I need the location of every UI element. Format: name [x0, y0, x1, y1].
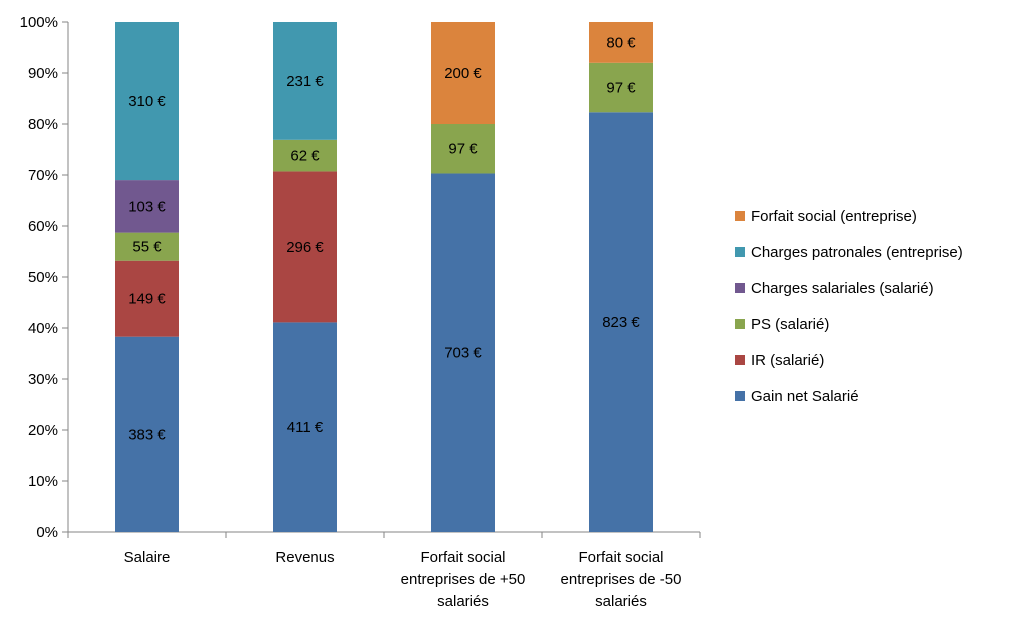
legend-label: Forfait social (entreprise) — [751, 208, 917, 225]
x-category-label: salariés — [437, 593, 489, 610]
data-label: 62 € — [290, 148, 320, 165]
bars-layer — [115, 22, 653, 533]
data-label: 97 € — [606, 80, 636, 97]
y-tick-label: 20% — [28, 422, 58, 439]
y-tick-label: 40% — [28, 320, 58, 337]
labels-layer: 383 € 149 € 55 € 103 € 310 € 411 € 296 € 62 € 23… — [128, 34, 640, 443]
legend-item: Charges salariales (salarié) — [735, 280, 934, 297]
legend-swatch — [735, 319, 745, 329]
data-label: 97 € — [448, 141, 478, 158]
legend-item: Forfait social (entreprise) — [735, 208, 917, 225]
legend-item: IR (salarié) — [735, 352, 824, 369]
x-category-label: Forfait social — [578, 549, 663, 566]
data-label: 411 € — [287, 419, 324, 436]
bar-segment — [115, 260, 179, 337]
data-label: 80 € — [606, 34, 636, 51]
x-category-label: entreprises de +50 — [401, 571, 526, 588]
legend-label: Charges patronales (entreprise) — [751, 244, 963, 261]
y-tick-label: 80% — [28, 116, 58, 133]
x-category-label: Revenus — [275, 549, 334, 566]
x-category-label: entreprises de -50 — [561, 571, 682, 588]
bar-segment — [115, 232, 179, 261]
bar-segment — [273, 22, 337, 140]
legend-swatch — [735, 247, 745, 257]
data-label: 103 € — [128, 198, 166, 215]
y-tick-label: 10% — [28, 473, 58, 490]
bar-segment — [115, 22, 179, 181]
legend-label: IR (salarié) — [751, 352, 824, 369]
legend: Forfait social (entreprise) Charges patro… — [735, 208, 963, 405]
bar-segment — [273, 139, 337, 172]
data-label: 200 € — [444, 65, 482, 82]
data-label: 149 € — [128, 291, 166, 308]
x-category-label: Salaire — [124, 549, 171, 566]
legend-swatch — [735, 211, 745, 221]
bar-segment — [431, 124, 495, 174]
bar-segment — [589, 62, 653, 113]
legend-item: Charges patronales (entreprise) — [735, 244, 963, 261]
bar-segment — [115, 180, 179, 233]
data-label: 823 € — [602, 314, 640, 331]
legend-item: Gain net Salarié — [735, 388, 859, 405]
data-label: 296 € — [286, 239, 324, 256]
y-tick-label: 60% — [28, 218, 58, 235]
data-label: 310 € — [128, 93, 166, 110]
bar-segment — [589, 112, 653, 533]
y-tick-label: 50% — [28, 269, 58, 286]
data-label: 383 € — [128, 426, 166, 443]
axis-layer: 0% 10% 20% 30% 40% 50% 60% 70% 80% 90% 100% Salaire… — [20, 14, 701, 610]
legend-label: PS (salarié) — [751, 316, 829, 333]
bar-segment — [273, 171, 337, 323]
bar-segment — [273, 322, 337, 532]
y-tick-label: 70% — [28, 167, 58, 184]
y-tick-label: 100% — [20, 14, 58, 31]
y-tick-label: 90% — [28, 65, 58, 82]
bar-segment — [115, 336, 179, 532]
x-category-label: salariés — [595, 593, 647, 610]
legend-swatch — [735, 391, 745, 401]
bar-segment — [431, 22, 495, 124]
bar-segment — [431, 173, 495, 532]
x-category-label: Forfait social — [420, 549, 505, 566]
legend-item: PS (salarié) — [735, 316, 829, 333]
y-tick-label: 30% — [28, 371, 58, 388]
legend-label: Charges salariales (salarié) — [751, 280, 934, 297]
legend-swatch — [735, 283, 745, 293]
legend-swatch — [735, 355, 745, 365]
legend-label: Gain net Salarié — [751, 388, 859, 405]
data-label: 55 € — [132, 239, 162, 256]
data-label: 703 € — [444, 345, 482, 362]
data-label: 231 € — [286, 73, 324, 90]
y-tick-label: 0% — [36, 524, 58, 541]
bar-segment — [589, 22, 653, 63]
